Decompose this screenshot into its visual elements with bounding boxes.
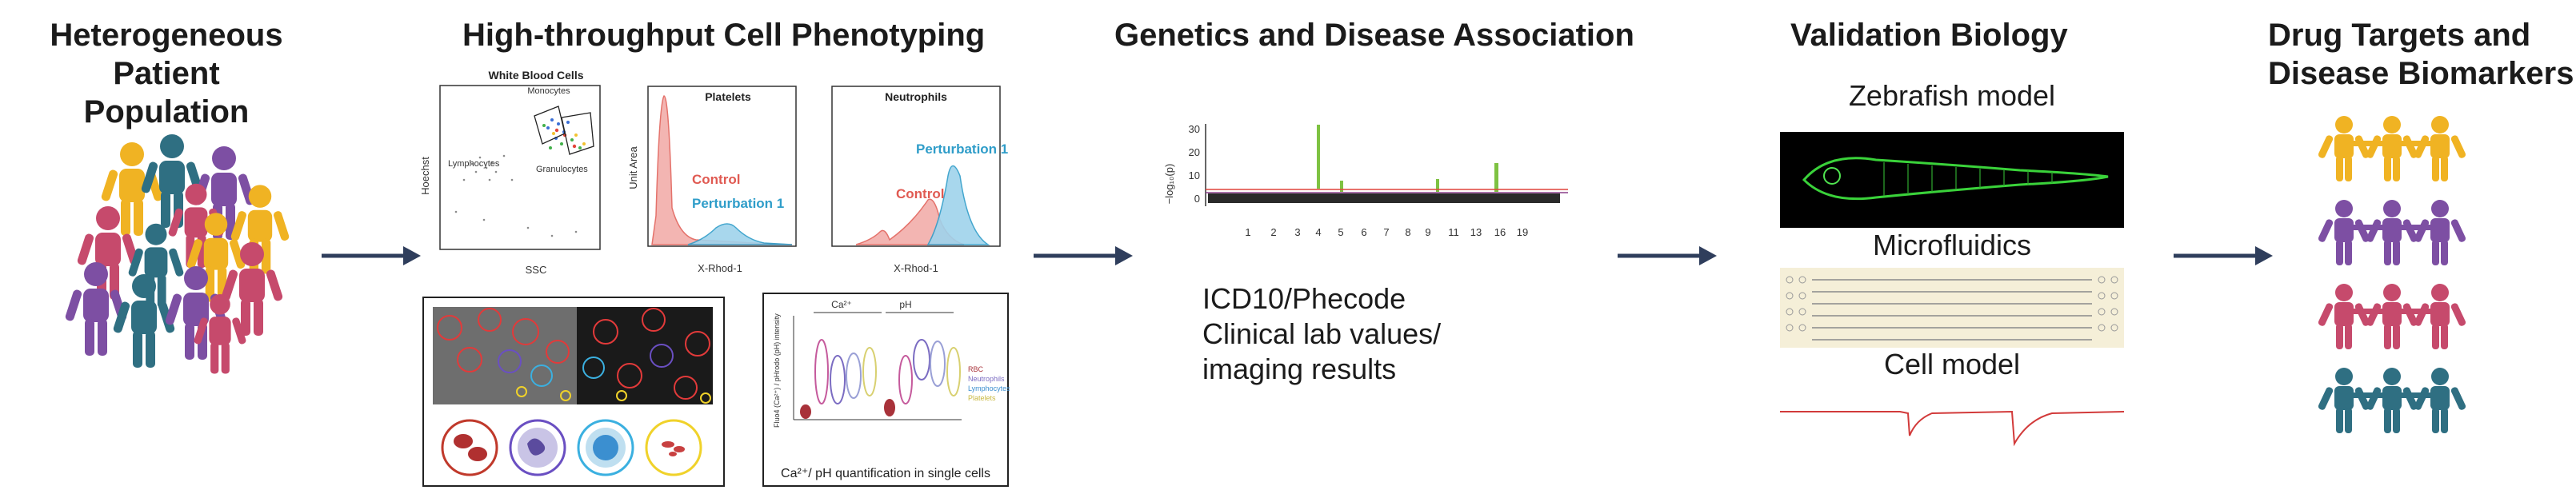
- neutrophil-cell-icon: [509, 419, 566, 476]
- cell-model-label: Cell model: [1883, 348, 2021, 380]
- genetics-title: Genetics and Disease Association: [1114, 18, 1634, 53]
- phenotype-line-2: Clinical lab values/: [1202, 317, 1442, 350]
- violin-ylabel: Fluo4 (Ca²⁺) / pHrodo (pH) intensity: [773, 313, 781, 428]
- chr-label: 13: [1470, 226, 1482, 238]
- phenotype-line-3: imaging results: [1202, 353, 1397, 385]
- chr-label: 1: [1245, 226, 1250, 238]
- ytick-10: 10: [1189, 169, 1200, 181]
- cell-model-trace: [1780, 410, 2124, 447]
- fluorescence-image: [577, 307, 713, 404]
- violin-group2-label: pH: [899, 299, 911, 310]
- yellow-patient-group: [2317, 116, 2467, 181]
- pink-patient-group: [2317, 284, 2467, 349]
- platelets-perturbation-curve: [687, 223, 793, 245]
- platelets-ylabel: Unit Area: [627, 145, 639, 189]
- targets-title-line1: Drug Targets and: [2268, 18, 2531, 53]
- chr-label: 11: [1448, 226, 1459, 238]
- teal-patient-group: [2317, 368, 2467, 433]
- chr-label: 16: [1494, 226, 1506, 238]
- chr-label: 19: [1517, 226, 1528, 238]
- monocytes-label: Monocytes: [527, 86, 570, 96]
- violin-group1-label: Ca²⁺: [831, 299, 852, 310]
- neutrophils-perturbation-label: Perturbation 1: [916, 141, 1008, 157]
- violin-legend-platelets: Platelets: [968, 394, 996, 402]
- genetics-phenotype-text: ICD10/Phecode Clinical lab values/ imagi…: [1202, 281, 1441, 387]
- arrow-icon: [1618, 246, 1717, 265]
- violin-legend-neutrophils: Neutrophils: [968, 375, 1005, 383]
- wbc-ylabel: Hoechst: [419, 157, 431, 195]
- wbc-scatter-points: [454, 118, 586, 237]
- neutrophils-title: Neutrophils: [885, 90, 947, 103]
- monocytes-gate: [534, 106, 566, 145]
- neutrophils-control-label: Control: [896, 186, 944, 201]
- lymphocytes-label: Lymphocytes: [448, 159, 500, 169]
- chr-label: 4: [1315, 226, 1321, 238]
- arrow-icon: [2174, 246, 2273, 265]
- rbc-cell-icon: [441, 419, 498, 476]
- chr-label: 3: [1294, 226, 1300, 238]
- wbc-plot-title: White Blood Cells: [489, 69, 584, 82]
- violin-legend-lymphocytes: Lymphocytes: [968, 384, 1010, 392]
- arrow-icon: [322, 246, 421, 265]
- violin-caption: Ca²⁺/ pH quantification in single cells: [781, 467, 990, 480]
- neutrophils-perturbation-curve: [926, 165, 990, 245]
- zebrafish-label: Zebrafish model: [1848, 79, 2056, 112]
- manhattan-hits: [1317, 125, 1498, 192]
- chr-label: 6: [1361, 226, 1366, 238]
- microfluidics-label: Microfluidics: [1872, 229, 2032, 261]
- neutrophils-xlabel: X-Rhod-1: [894, 262, 938, 274]
- chr-label: 5: [1338, 226, 1343, 238]
- arrow-icon: [1034, 246, 1133, 265]
- chr-label: 7: [1383, 226, 1389, 238]
- chr-label: 8: [1405, 226, 1410, 238]
- lymphocyte-cell-icon: [577, 419, 634, 476]
- violin-legend-rbc: RBC: [968, 365, 984, 373]
- wbc-scatter-plot: White Blood Cells Monocytes Lymphocytes …: [419, 69, 601, 276]
- phenotyping-title: High-throughput Cell Phenotyping: [462, 18, 986, 53]
- neutrophils-histogram: Neutrophils Perturbation 1 Control X-Rho…: [831, 86, 1008, 274]
- wbc-xlabel: SSC: [526, 264, 547, 276]
- patients-title-line2: Population: [83, 94, 250, 129]
- platelets-perturbation-label: Perturbation 1: [692, 196, 784, 211]
- manhattan-ylabel: −log₁₀(p): [1163, 164, 1175, 205]
- platelet-cell-icon: [645, 419, 702, 476]
- purple-patient-group: [2317, 200, 2467, 265]
- platelets-histogram: Platelets Control Perturbation 1 Unit Ar…: [627, 86, 797, 274]
- platelets-control-label: Control: [692, 172, 740, 187]
- chr-label: 9: [1425, 226, 1430, 238]
- ytick-30: 30: [1189, 123, 1200, 135]
- zebrafish-image: [1780, 132, 2124, 228]
- patient-crowd-illustration: [64, 134, 290, 374]
- validation-title: Validation Biology: [1790, 18, 2068, 53]
- patients-title: Heterogeneous Patient Population: [14, 16, 318, 131]
- ytick-20: 20: [1189, 146, 1200, 158]
- brightfield-image: [433, 307, 577, 404]
- granulocytes-label: Granulocytes: [536, 165, 588, 174]
- microfluidics-chip-image: [1780, 268, 2124, 348]
- violin-shapes: [800, 339, 961, 419]
- phenotype-line-1: ICD10/Phecode: [1202, 282, 1406, 315]
- violin-plot-panel: Ca²⁺ pH Fluo4 (Ca²⁺) / pHrodo (pH) inten…: [762, 293, 1010, 487]
- ytick-0: 0: [1194, 193, 1200, 205]
- chr-label: 2: [1270, 226, 1276, 238]
- platelets-title: Platelets: [705, 90, 751, 103]
- targets-title-line2: Disease Biomarkers: [2268, 56, 2574, 91]
- platelets-control-curve: [651, 95, 793, 245]
- single-cell-imaging-panel: [422, 297, 725, 487]
- granulocytes-gate: [561, 112, 594, 155]
- manhattan-baseline-points: [1208, 193, 1560, 203]
- stratified-patients-grid: [2317, 116, 2467, 433]
- platelets-xlabel: X-Rhod-1: [698, 262, 742, 274]
- patients-title-line1: Heterogeneous Patient: [50, 18, 283, 91]
- targets-title: Drug Targets and Disease Biomarkers: [2268, 16, 2576, 93]
- manhattan-plot: −log₁₀(p) 30 20 10 0 1 2 3 4 5 6 7 8 9 1…: [1163, 123, 1568, 238]
